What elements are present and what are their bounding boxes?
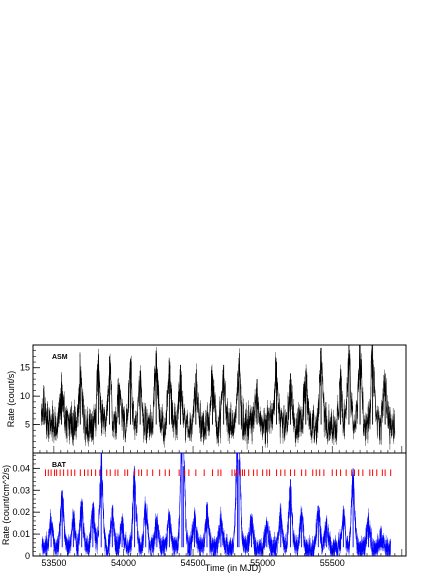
bat-red-markers (45, 469, 392, 477)
y-tick-label: 0.03 (12, 485, 30, 495)
x-tick-label: 55000 (250, 558, 275, 568)
asm-data-series (41, 344, 396, 450)
y-tick-label: 10 (20, 391, 30, 401)
bat-panel-label: BAT (52, 462, 67, 469)
y-tick-label: 0.02 (12, 507, 30, 517)
x-tick-label: 54000 (111, 558, 136, 568)
x-tick-label: 55500 (320, 558, 345, 568)
x-axis-title: Time (in MJD) (205, 563, 261, 573)
bat-y-axis-title: Rate (count/cm^2/s) (1, 465, 11, 545)
bat-y-axis: 0 0.01 0.02 0.03 0.04 (12, 454, 40, 561)
x-tick-label: 53500 (41, 558, 66, 568)
asm-panel: 5 10 15 ASM Rate (count/s) (6, 344, 407, 454)
bat-plot-frame (32, 452, 407, 557)
asm-panel-label: ASM (52, 354, 68, 361)
asm-y-axis: 5 10 15 (20, 344, 40, 454)
asm-x-axis-ticks (32, 446, 403, 453)
y-tick-label: 0.01 (12, 529, 30, 539)
x-tick-label: 54500 (181, 558, 206, 568)
y-tick-label: 0.04 (12, 463, 30, 473)
bat-data-series (41, 452, 391, 557)
asm-y-axis-title: Rate (count/s) (6, 371, 16, 428)
y-tick-label: 15 (20, 363, 30, 373)
bat-x-axis: 53500 54000 54500 55000 55500 (32, 549, 403, 568)
series-line (41, 344, 395, 445)
y-tick-label: 0 (25, 551, 30, 561)
y-tick-label: 5 (25, 420, 30, 430)
bat-panel: 0 0.01 0.02 0.03 0.04 53500 54000 54500 55000 55… (1, 452, 407, 573)
